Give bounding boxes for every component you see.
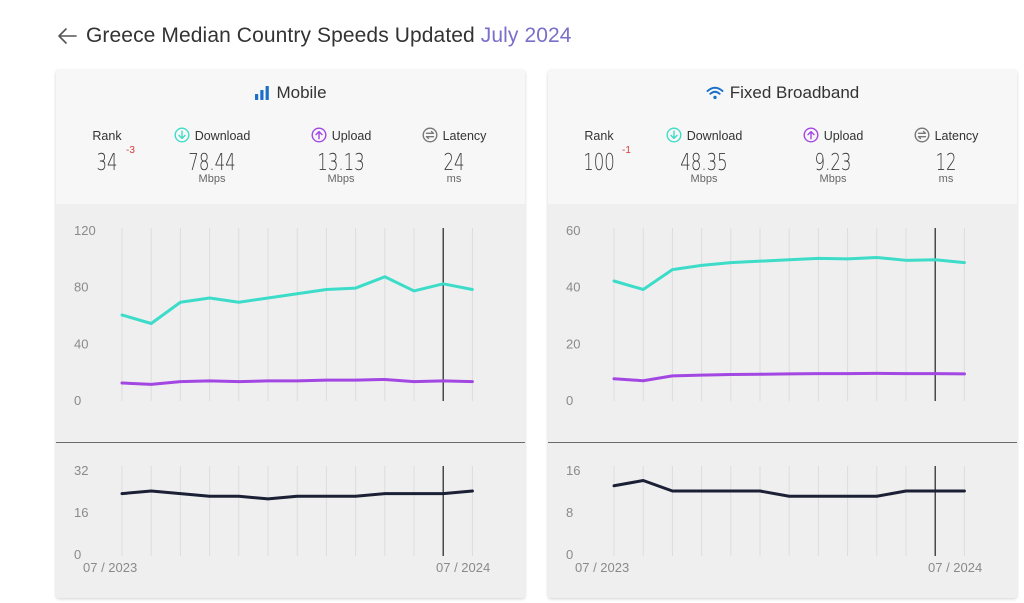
page-title: Greece Median Country Speeds Updated Jul… bbox=[86, 24, 572, 48]
page-title-text: Greece Median Country Speeds Updated bbox=[86, 24, 475, 47]
y-tick-label: 60 bbox=[566, 223, 580, 238]
latency-series-line bbox=[612, 479, 966, 498]
y-tick-label: 0 bbox=[74, 393, 81, 408]
x-tick-label: 07 / 2023 bbox=[575, 560, 629, 575]
download-label: Download bbox=[686, 129, 743, 143]
y-tick-label: 0 bbox=[74, 547, 81, 562]
fixed-rank: Rank 100 -1 bbox=[574, 127, 631, 176]
fixed-upload-unit: Mbps bbox=[819, 173, 847, 185]
y-tick-label: 0 bbox=[566, 393, 573, 408]
fixed-latency: Latency 12 ms bbox=[906, 126, 986, 185]
download-label: Download bbox=[194, 129, 251, 143]
latency-label: Latency bbox=[442, 129, 487, 143]
upload-series-line bbox=[612, 371, 966, 383]
y-tick-label: 32 bbox=[74, 463, 88, 478]
x-tick-label: 07 / 2023 bbox=[83, 560, 137, 575]
y-tick-label: 80 bbox=[74, 280, 88, 295]
mobile-card: Mobile Rank 34 -3 Download 78.44 Mbps Up… bbox=[56, 70, 525, 598]
page-title-date: July 2024 bbox=[480, 24, 572, 47]
upload-series-line bbox=[120, 377, 474, 386]
mobile-rank-value: 34 bbox=[96, 150, 118, 176]
fixed-chart-svg[interactable]: 0 20 40 60 0 8 16 07 / 2023 07 / 2024 bbox=[548, 204, 1017, 598]
mobile-rank-change: -3 bbox=[126, 145, 135, 156]
fixed-rank-value: 100 bbox=[583, 150, 615, 176]
y-tick-label: 16 bbox=[74, 505, 88, 520]
fixed-latency-value: 12 bbox=[935, 150, 957, 176]
x-tick-label: 07 / 2024 bbox=[436, 560, 490, 575]
y-tick-label: 8 bbox=[566, 505, 573, 520]
fixed-rank-change: -1 bbox=[622, 145, 631, 156]
mobile-summary: Mobile Rank 34 -3 Download 78.44 Mbps Up… bbox=[56, 70, 525, 204]
x-tick-label: 07 / 2024 bbox=[928, 560, 982, 575]
fixed-broadband-card: Fixed Broadband Rank 100 -1 Download 48.… bbox=[548, 70, 1017, 598]
mobile-upload-value: 13.13 bbox=[317, 150, 365, 176]
upload-icon bbox=[803, 126, 819, 146]
fixed-download: Download 48.35 Mbps bbox=[658, 126, 750, 185]
y-tick-label: 16 bbox=[566, 463, 580, 478]
mobile-latency-unit: ms bbox=[446, 173, 462, 185]
upload-label: Upload bbox=[823, 129, 864, 143]
latency-series-line bbox=[120, 489, 474, 501]
y-tick-label: 40 bbox=[566, 280, 580, 295]
rank-label: Rank bbox=[584, 129, 614, 143]
fixed-download-value: 48.35 bbox=[680, 150, 728, 176]
upload-icon bbox=[311, 126, 327, 146]
mobile-upload-unit: Mbps bbox=[327, 173, 355, 185]
y-tick-label: 0 bbox=[566, 547, 573, 562]
fixed-charts: 0 20 40 60 0 8 16 07 / 2023 07 / 2024 bbox=[548, 204, 1017, 598]
mobile-upload: Upload 13.13 Mbps bbox=[300, 126, 382, 185]
fixed-latency-unit: ms bbox=[938, 173, 954, 185]
signal-bars-icon bbox=[254, 85, 270, 101]
mobile-download-unit: Mbps bbox=[198, 173, 226, 185]
mobile-title-label: Mobile bbox=[276, 83, 327, 102]
latency-label: Latency bbox=[934, 129, 979, 143]
fixed-card-title: Fixed Broadband bbox=[548, 83, 1017, 103]
y-tick-label: 120 bbox=[74, 223, 96, 238]
mobile-chart-svg[interactable]: 0 40 80 120 0 16 32 07 / 2023 07 / 2024 bbox=[56, 204, 525, 598]
download-series-line bbox=[612, 255, 966, 291]
back-arrow-icon[interactable] bbox=[56, 25, 78, 47]
fixed-upload: Upload 9.23 Mbps bbox=[792, 126, 874, 185]
mobile-download: Download 78.44 Mbps bbox=[166, 126, 258, 185]
mobile-charts: 0 40 80 120 0 16 32 07 / 2023 07 / 2024 bbox=[56, 204, 525, 598]
y-tick-label: 20 bbox=[566, 336, 580, 351]
upload-label: Upload bbox=[331, 129, 372, 143]
page-header: Greece Median Country Speeds Updated Jul… bbox=[56, 22, 572, 50]
download-icon bbox=[666, 126, 682, 146]
latency-icon bbox=[422, 126, 438, 146]
fixed-download-unit: Mbps bbox=[690, 173, 718, 185]
wifi-icon bbox=[706, 85, 724, 101]
download-icon bbox=[174, 126, 190, 146]
fixed-upload-value: 9.23 bbox=[814, 150, 852, 176]
fixed-title-label: Fixed Broadband bbox=[729, 83, 860, 102]
fixed-summary: Fixed Broadband Rank 100 -1 Download 48.… bbox=[548, 70, 1017, 204]
mobile-card-title: Mobile bbox=[56, 83, 525, 103]
rank-label: Rank bbox=[92, 129, 122, 143]
download-series-line bbox=[120, 275, 474, 325]
mobile-latency: Latency 24 ms bbox=[414, 126, 494, 185]
mobile-latency-value: 24 bbox=[443, 150, 465, 176]
y-tick-label: 40 bbox=[74, 336, 88, 351]
mobile-download-value: 78.44 bbox=[188, 150, 236, 176]
mobile-rank: Rank 34 -3 bbox=[82, 127, 135, 176]
latency-icon bbox=[914, 126, 930, 146]
